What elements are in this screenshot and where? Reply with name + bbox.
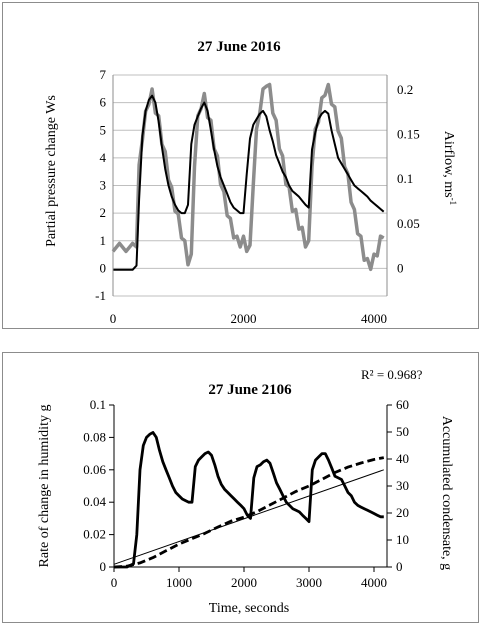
top-chart-y2-axis-label: Airflow, ms-1 [441, 131, 458, 205]
top-chart-series [111, 82, 385, 272]
bottom-chart-series [113, 431, 385, 569]
bottom-series-line-1 [113, 456, 385, 569]
bottom-x-tick-4: 4000 [361, 575, 387, 590]
top-x-tick-2: 4000 [361, 311, 387, 326]
top-y-tick-7: 6 [100, 95, 107, 110]
bottom-x-tick-2: 2000 [231, 575, 257, 590]
bottom-chart-panel: 27 June 2106 R² = 0.968? 0 0.02 0.04 0.06 0.… [2, 352, 479, 623]
top-y-tick-4: 3 [100, 178, 107, 193]
bottom-y-tick-1: 0.02 [83, 527, 106, 542]
bottom-chart-y-axis-label: Rate of change in humidity g [37, 405, 52, 568]
bottom-chart-x-axis-label: Time, seconds [209, 601, 289, 616]
top-y-tick-3: 2 [100, 205, 107, 220]
bottom-chart-y2-axis-label: Accumulated condensate, g [439, 416, 454, 570]
top-y-tick-1: 0 [100, 260, 107, 275]
top-y-tick-6: 5 [100, 122, 107, 137]
top-chart-title: 27 June 2016 [197, 39, 281, 55]
bottom-x-tick-0: 0 [111, 575, 118, 590]
bottom-y-tick-5: 0.1 [90, 397, 106, 412]
top-y-tick-2: 1 [100, 233, 107, 248]
top-chart-y2-axis-label-sup: -1 [448, 198, 458, 206]
top-x-tick-1: 2000 [230, 311, 256, 326]
bottom-y-tick-0: 0 [100, 559, 107, 574]
top-x-tick-0: 0 [110, 311, 117, 326]
bottom-y-tick-4: 0.08 [83, 429, 106, 444]
bottom-chart-tick-labels: 0 0.02 0.04 0.06 0.08 0.1 0 10 20 30 40 50 60 0 1000 20… [83, 397, 409, 590]
bottom-chart-r2-annotation: R² = 0.968? [361, 367, 423, 382]
top-y2-tick-1: 0.05 [397, 216, 420, 231]
bottom-y2-tick-5: 50 [396, 424, 409, 439]
top-series-line-0 [111, 82, 385, 272]
bottom-y2-tick-2: 20 [396, 505, 409, 520]
bottom-chart-title: 27 June 2106 [208, 382, 292, 398]
top-series-line-1 [113, 94, 385, 271]
top-y2-tick-4: 0.2 [397, 82, 413, 97]
bottom-chart: 27 June 2106 R² = 0.968? 0 0.02 0.04 0.06 0.… [37, 367, 454, 616]
bottom-y-tick-3: 0.06 [83, 462, 106, 477]
top-chart-y-axis-label: Partial pressure change Ws [44, 95, 59, 247]
top-y-tick-0: -1 [95, 288, 106, 303]
bottom-y2-tick-4: 40 [396, 451, 409, 466]
top-chart-y2-axis-label-main: Airflow, ms [441, 131, 456, 198]
top-y-tick-8: 7 [100, 67, 107, 82]
bottom-y2-tick-0: 0 [396, 559, 403, 574]
top-chart-tick-labels: -1 0 1 2 3 4 5 6 7 0 0.05 0.1 0.15 0.2 0 2000 4000 [95, 67, 420, 326]
top-y2-tick-3: 0.15 [397, 127, 420, 142]
bottom-y2-tick-3: 30 [396, 478, 409, 493]
bottom-series-line-0 [114, 431, 384, 569]
bottom-series-line-2 [113, 469, 384, 565]
bottom-x-tick-1: 1000 [166, 575, 192, 590]
top-chart: 27 June 2016 -1 0 1 2 3 4 5 6 7 0 0.05 0.1 0.15 0.2 0 2… [44, 39, 458, 326]
top-y2-tick-2: 0.1 [397, 171, 413, 186]
bottom-x-tick-3: 3000 [296, 575, 322, 590]
bottom-y2-tick-1: 10 [396, 532, 409, 547]
top-y2-tick-0: 0 [397, 260, 404, 275]
bottom-y-tick-2: 0.04 [83, 494, 106, 509]
top-chart-axes [112, 75, 388, 296]
bottom-y2-tick-6: 60 [396, 397, 409, 412]
bottom-chart-axes [109, 404, 392, 572]
top-y-tick-5: 4 [100, 150, 107, 165]
top-chart-panel: 27 June 2016 -1 0 1 2 3 4 5 6 7 0 0.05 0.1 0.15 0.2 0 2… [2, 2, 479, 329]
